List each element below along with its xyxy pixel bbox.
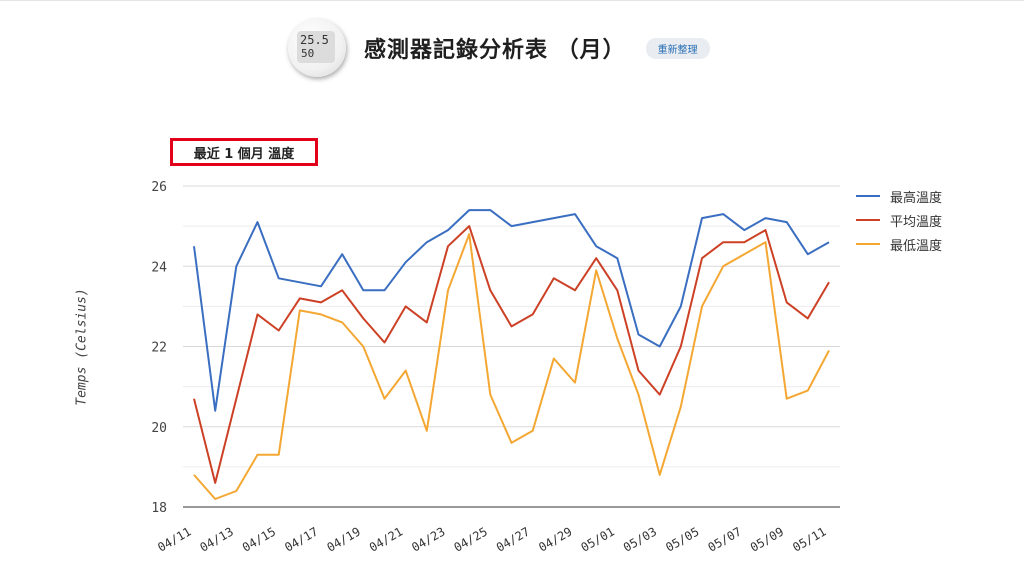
x-tick-label: 04/11 (155, 524, 193, 554)
x-tick-label: 04/29 (536, 524, 574, 554)
y-tick-label: 18 (151, 501, 167, 516)
series-line (193, 209, 830, 412)
x-tick-label: 04/23 (409, 524, 447, 554)
legend-swatch (856, 195, 880, 197)
legend-swatch (856, 219, 880, 221)
sensor-display-temperature: 25.5 (300, 33, 329, 47)
range-label: 最近 1 個月 溫度 (170, 138, 318, 166)
x-tick-label: 04/19 (325, 524, 363, 554)
x-tick-label: 05/11 (790, 524, 828, 554)
legend-item: 平均溫度 (856, 208, 942, 232)
sensor-device-image: 25.5 50 (288, 19, 346, 77)
x-tick-label: 04/13 (198, 524, 236, 554)
y-tick-label: 24 (151, 260, 167, 275)
x-tick-label: 04/21 (367, 524, 405, 554)
legend-label: 最低溫度 (890, 238, 943, 254)
y-tick-label: 26 (151, 180, 167, 195)
legend-label: 平均溫度 (890, 214, 943, 230)
x-tick-label: 05/03 (621, 524, 659, 554)
sensor-display: 25.5 50 (297, 31, 335, 63)
top-divider (0, 0, 1024, 1)
x-tick-label: 04/27 (494, 524, 532, 554)
series-line (193, 233, 830, 500)
sensor-display-humidity: 50 (301, 47, 315, 60)
legend-swatch (856, 243, 880, 245)
y-tick-label: 22 (151, 341, 167, 356)
legend-label: 最高溫度 (890, 190, 943, 206)
series-line (193, 225, 830, 484)
x-tick-label: 04/17 (282, 524, 320, 554)
chart-legend: 最高溫度平均溫度最低溫度 (856, 184, 942, 256)
x-tick-label: 05/07 (706, 524, 744, 554)
y-axis-title: Temps (Celsius) (74, 288, 90, 406)
x-tick-label: 04/25 (452, 524, 490, 554)
x-tick-label: 05/01 (579, 524, 617, 554)
x-tick-label: 04/15 (240, 524, 278, 554)
x-tick-label: 05/09 (748, 524, 786, 554)
legend-item: 最高溫度 (856, 184, 942, 208)
x-tick-label: 05/05 (663, 524, 701, 554)
page-header: 25.5 50 感測器記錄分析表 （月） 重新整理 (288, 12, 710, 84)
page-title: 感測器記錄分析表 （月） (364, 38, 626, 63)
legend-item: 最低溫度 (856, 232, 942, 256)
y-tick-label: 20 (151, 421, 167, 436)
refresh-button[interactable]: 重新整理 (645, 37, 710, 59)
